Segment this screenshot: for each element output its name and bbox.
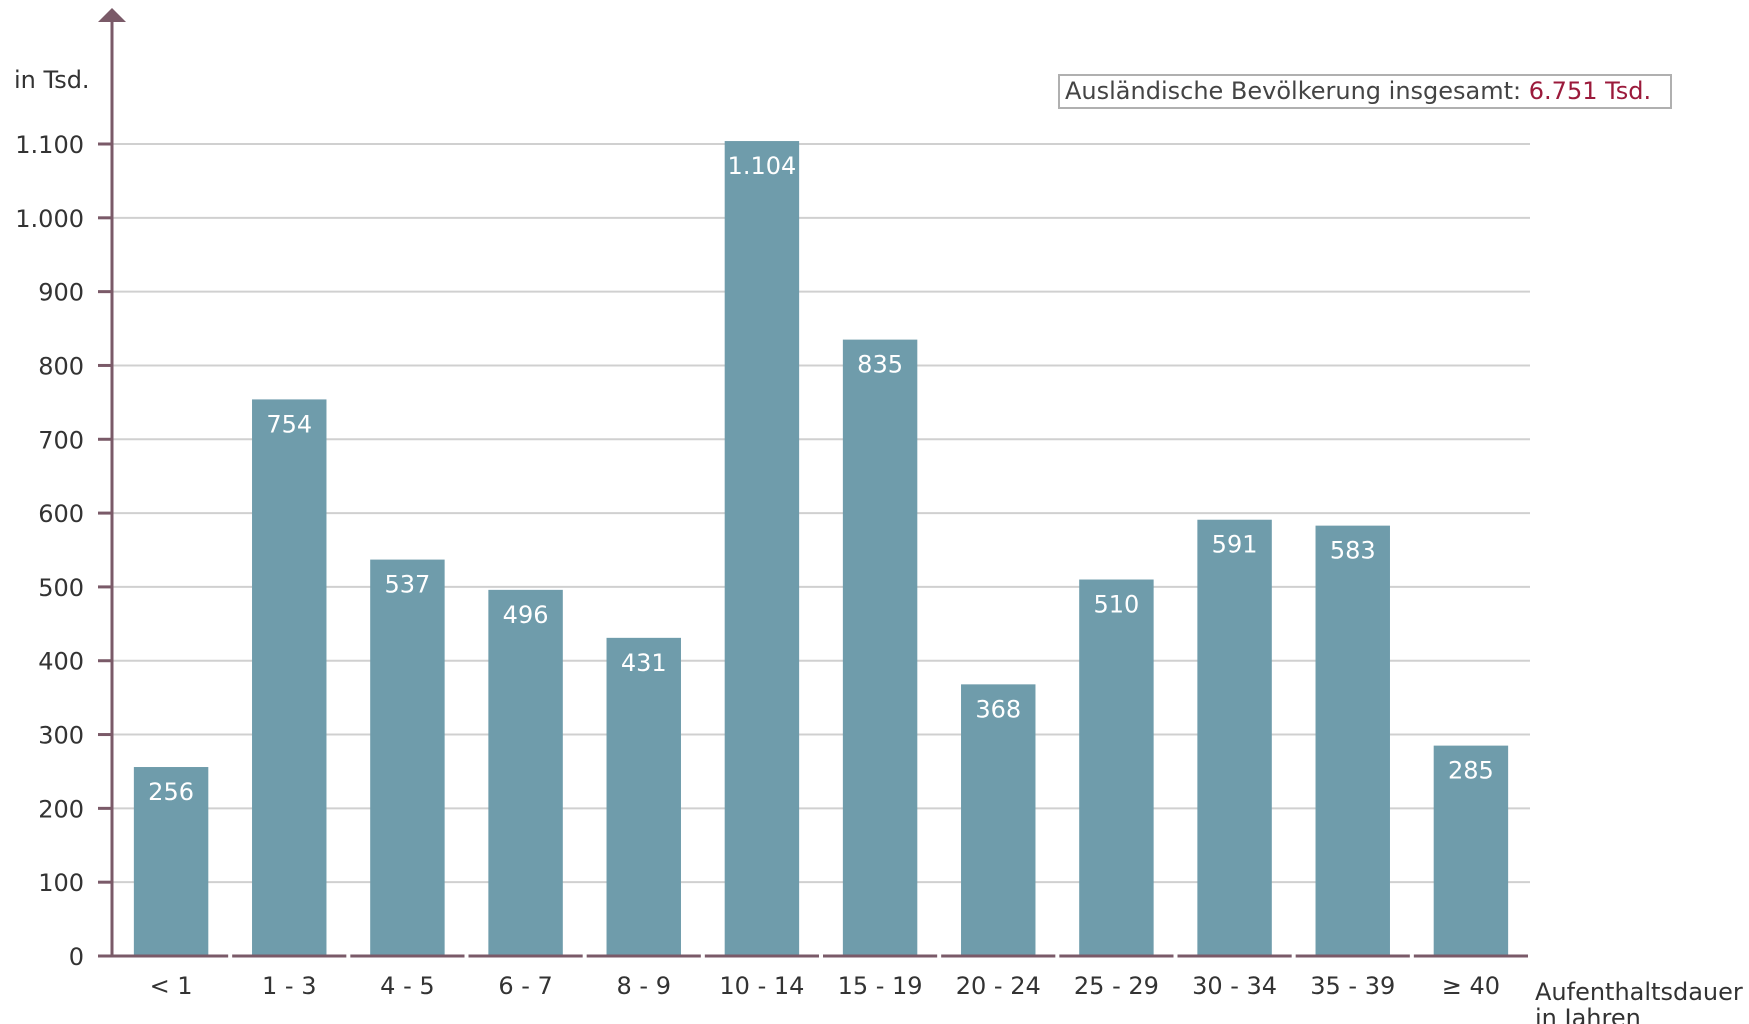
- bar: [370, 559, 445, 956]
- bar: [842, 339, 918, 957]
- y-tick-label: 300: [38, 722, 84, 750]
- bar-value-label: 1.104: [728, 152, 797, 180]
- y-axis-title: in Tsd.: [14, 66, 90, 94]
- bar: [252, 399, 327, 957]
- x-category-label: < 1: [150, 972, 193, 1000]
- x-category-label: 6 - 7: [498, 972, 552, 1000]
- x-category-label: 15 - 19: [838, 972, 923, 1000]
- total-annotation-box: [1058, 74, 1672, 109]
- x-axis-labels: < 1 1 - 3 4 - 5 6 - 7 8 - 9 10 - 14 15 - 19 20 …: [150, 954, 1532, 1000]
- y-tick-label: 700: [38, 426, 84, 454]
- bar-value-label: 496: [503, 601, 549, 629]
- total-annotation: Ausländische Bevölkerung insgesamt: 6.75…: [1058, 74, 1672, 109]
- y-tick-label: 200: [38, 795, 84, 823]
- axes: [98, 8, 1530, 958]
- y-tick-label: 800: [38, 352, 84, 380]
- bar-value-label: 591: [1212, 531, 1258, 559]
- bar: [724, 141, 800, 957]
- y-tick-label: 0: [69, 943, 84, 971]
- bar: [961, 684, 1036, 956]
- x-category-label: 30 - 34: [1192, 972, 1277, 1000]
- y-axis-ticks: 0 100 200 300 400 500 600 700 800 900 1.000 1.100: [15, 131, 112, 971]
- x-category-label: 10 - 14: [719, 972, 804, 1000]
- bar: [606, 637, 681, 956]
- x-category-label: ≥ 40: [1442, 972, 1500, 1000]
- total-annotation-label: Ausländische Bevölkerung insgesamt:: [1065, 77, 1529, 105]
- x-category-label: 20 - 24: [956, 972, 1041, 1000]
- bar: [1315, 525, 1390, 956]
- bar-value-label: 510: [1094, 591, 1140, 619]
- total-annotation-text: Ausländische Bevölkerung insgesamt: 6.75…: [1065, 77, 1651, 105]
- bar-value-label: 537: [385, 571, 431, 599]
- y-tick-label: 1.000: [15, 205, 84, 233]
- y-tick-label: 1.100: [15, 131, 84, 159]
- bar-value-label: 368: [975, 695, 1021, 723]
- bar-value-label: 285: [1448, 757, 1494, 785]
- bar: [488, 589, 563, 956]
- x-category-label: 4 - 5: [380, 972, 434, 1000]
- bar: [1433, 745, 1509, 956]
- bar: [1197, 519, 1272, 956]
- x-category-label: 25 - 29: [1074, 972, 1159, 1000]
- y-tick-label: 900: [38, 279, 84, 307]
- y-tick-label: 100: [38, 869, 84, 897]
- y-tick-label: 400: [38, 648, 84, 676]
- bar-value-label: 835: [857, 351, 903, 379]
- grid-lines: [112, 143, 1530, 884]
- x-category-label: 8 - 9: [617, 972, 671, 1000]
- bars: 256 754 537 496 431 1.104 835 368 510 591 583 285: [133, 141, 1509, 957]
- bar: [1079, 579, 1154, 956]
- y-tick-label: 600: [38, 500, 84, 528]
- y-axis-arrow-icon: [98, 8, 126, 22]
- x-category-label: 35 - 39: [1310, 972, 1395, 1000]
- total-annotation-value: 6.751 Tsd.: [1529, 77, 1651, 105]
- y-tick-label: 500: [38, 574, 84, 602]
- bar-value-label: 431: [621, 649, 667, 677]
- bar-value-label: 754: [266, 410, 312, 438]
- bar-value-label: 256: [148, 778, 194, 806]
- x-category-label: 1 - 3: [262, 972, 316, 1000]
- bar-value-label: 583: [1330, 537, 1376, 565]
- bar: [133, 767, 209, 956]
- x-axis-title-line1: Aufenthaltsdauer: [1535, 978, 1743, 1006]
- x-axis-title-line2: in Jahren: [1535, 1004, 1641, 1024]
